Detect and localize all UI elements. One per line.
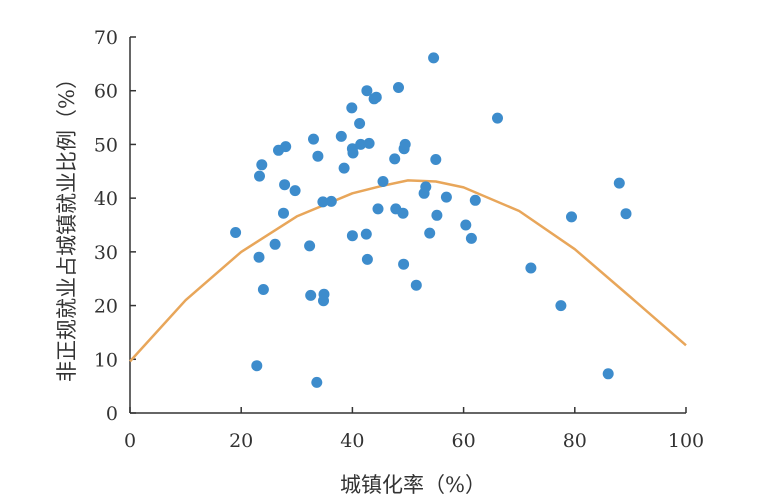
y-axis-ticks: 0 10 20 30 40 50 60 70 (94, 27, 136, 425)
data-point (230, 227, 242, 238)
data-point (280, 141, 292, 153)
data-point (257, 284, 269, 295)
data-point (251, 360, 263, 372)
y-tick-label: 70 (94, 27, 118, 49)
data-point (440, 191, 452, 203)
data-point (620, 208, 632, 220)
data-point (431, 209, 443, 221)
data-point (308, 133, 319, 145)
data-point (279, 179, 291, 191)
data-point (346, 230, 358, 242)
data-point (424, 227, 436, 239)
data-point (377, 176, 389, 187)
data-point (335, 130, 347, 142)
fit-curve-layer (129, 179, 687, 363)
x-tick-label: 80 (563, 430, 587, 452)
y-tick-label: 40 (94, 188, 118, 210)
data-point (338, 162, 350, 174)
data-point (460, 219, 472, 231)
x-tick-label: 20 (229, 430, 253, 452)
y-tick-label: 10 (94, 349, 118, 371)
data-point (525, 262, 537, 274)
y-axis-title: 非正规就业占城镇就业比例（%） (55, 68, 79, 382)
data-points-layer (230, 52, 632, 388)
data-point (347, 147, 359, 159)
data-point (305, 289, 317, 301)
x-tick-label: 100 (668, 430, 704, 452)
data-point (420, 181, 432, 193)
data-point (363, 137, 375, 149)
x-tick-label: 60 (452, 430, 476, 452)
fit-curve (129, 179, 687, 363)
data-point (355, 138, 367, 150)
x-axis-title: 城镇化率（%） (340, 473, 486, 497)
x-tick-label: 0 (124, 430, 136, 452)
y-tick-label: 20 (94, 296, 118, 318)
data-point (361, 253, 373, 265)
data-point (254, 170, 265, 182)
data-point (410, 279, 422, 291)
data-point (602, 368, 614, 380)
data-point (361, 85, 373, 97)
data-point (389, 153, 401, 165)
data-point (256, 159, 268, 171)
data-point (317, 196, 329, 208)
data-point (393, 82, 404, 93)
data-point (269, 238, 281, 250)
data-point (311, 376, 323, 388)
data-point (370, 91, 382, 103)
data-point (372, 203, 384, 215)
data-point (253, 251, 265, 263)
data-point (566, 211, 577, 223)
data-point (360, 228, 372, 240)
x-tick-label: 40 (340, 430, 364, 452)
y-tick-label: 30 (94, 242, 118, 264)
data-point (325, 195, 337, 207)
data-point (397, 207, 409, 219)
data-point (304, 240, 316, 252)
data-point (613, 177, 625, 189)
data-point (399, 138, 411, 150)
data-point (289, 185, 301, 197)
data-point (469, 194, 481, 206)
axes (129, 37, 686, 414)
data-point (492, 112, 503, 124)
data-point (312, 150, 324, 162)
y-tick-label: 0 (106, 403, 118, 425)
data-point (346, 102, 358, 114)
y-tick-label: 60 (94, 81, 118, 103)
y-tick-label: 50 (94, 134, 118, 156)
data-point (555, 300, 567, 312)
data-point (430, 154, 442, 165)
data-point (398, 258, 410, 270)
data-point (465, 232, 477, 244)
data-point (278, 207, 289, 219)
data-point (354, 118, 366, 129)
x-axis-ticks: 0 20 40 60 80 100 (124, 407, 704, 452)
data-point (428, 52, 440, 64)
data-point (318, 288, 330, 300)
